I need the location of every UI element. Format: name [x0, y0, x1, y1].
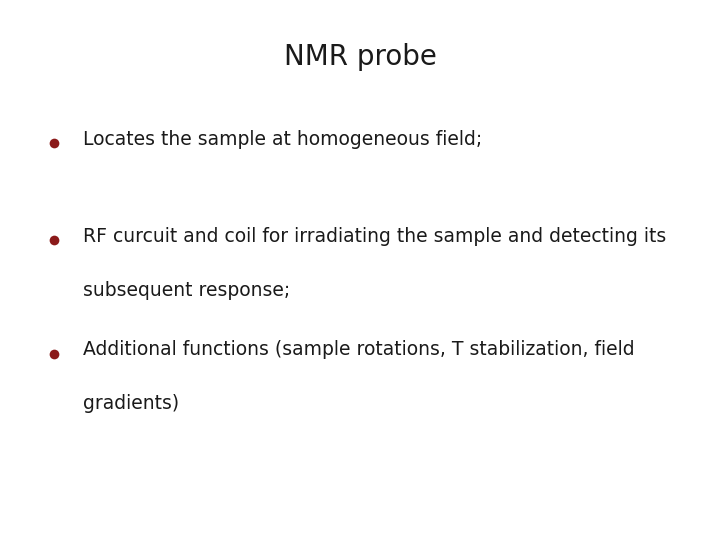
- Text: subsequent response;: subsequent response;: [83, 281, 290, 300]
- Text: gradients): gradients): [83, 394, 179, 413]
- Text: NMR probe: NMR probe: [284, 43, 436, 71]
- Text: Additional functions (sample rotations, T stabilization, field: Additional functions (sample rotations, …: [83, 340, 634, 359]
- Text: Locates the sample at homogeneous field;: Locates the sample at homogeneous field;: [83, 130, 482, 148]
- Text: RF curcuit and coil for irradiating the sample and detecting its: RF curcuit and coil for irradiating the …: [83, 227, 666, 246]
